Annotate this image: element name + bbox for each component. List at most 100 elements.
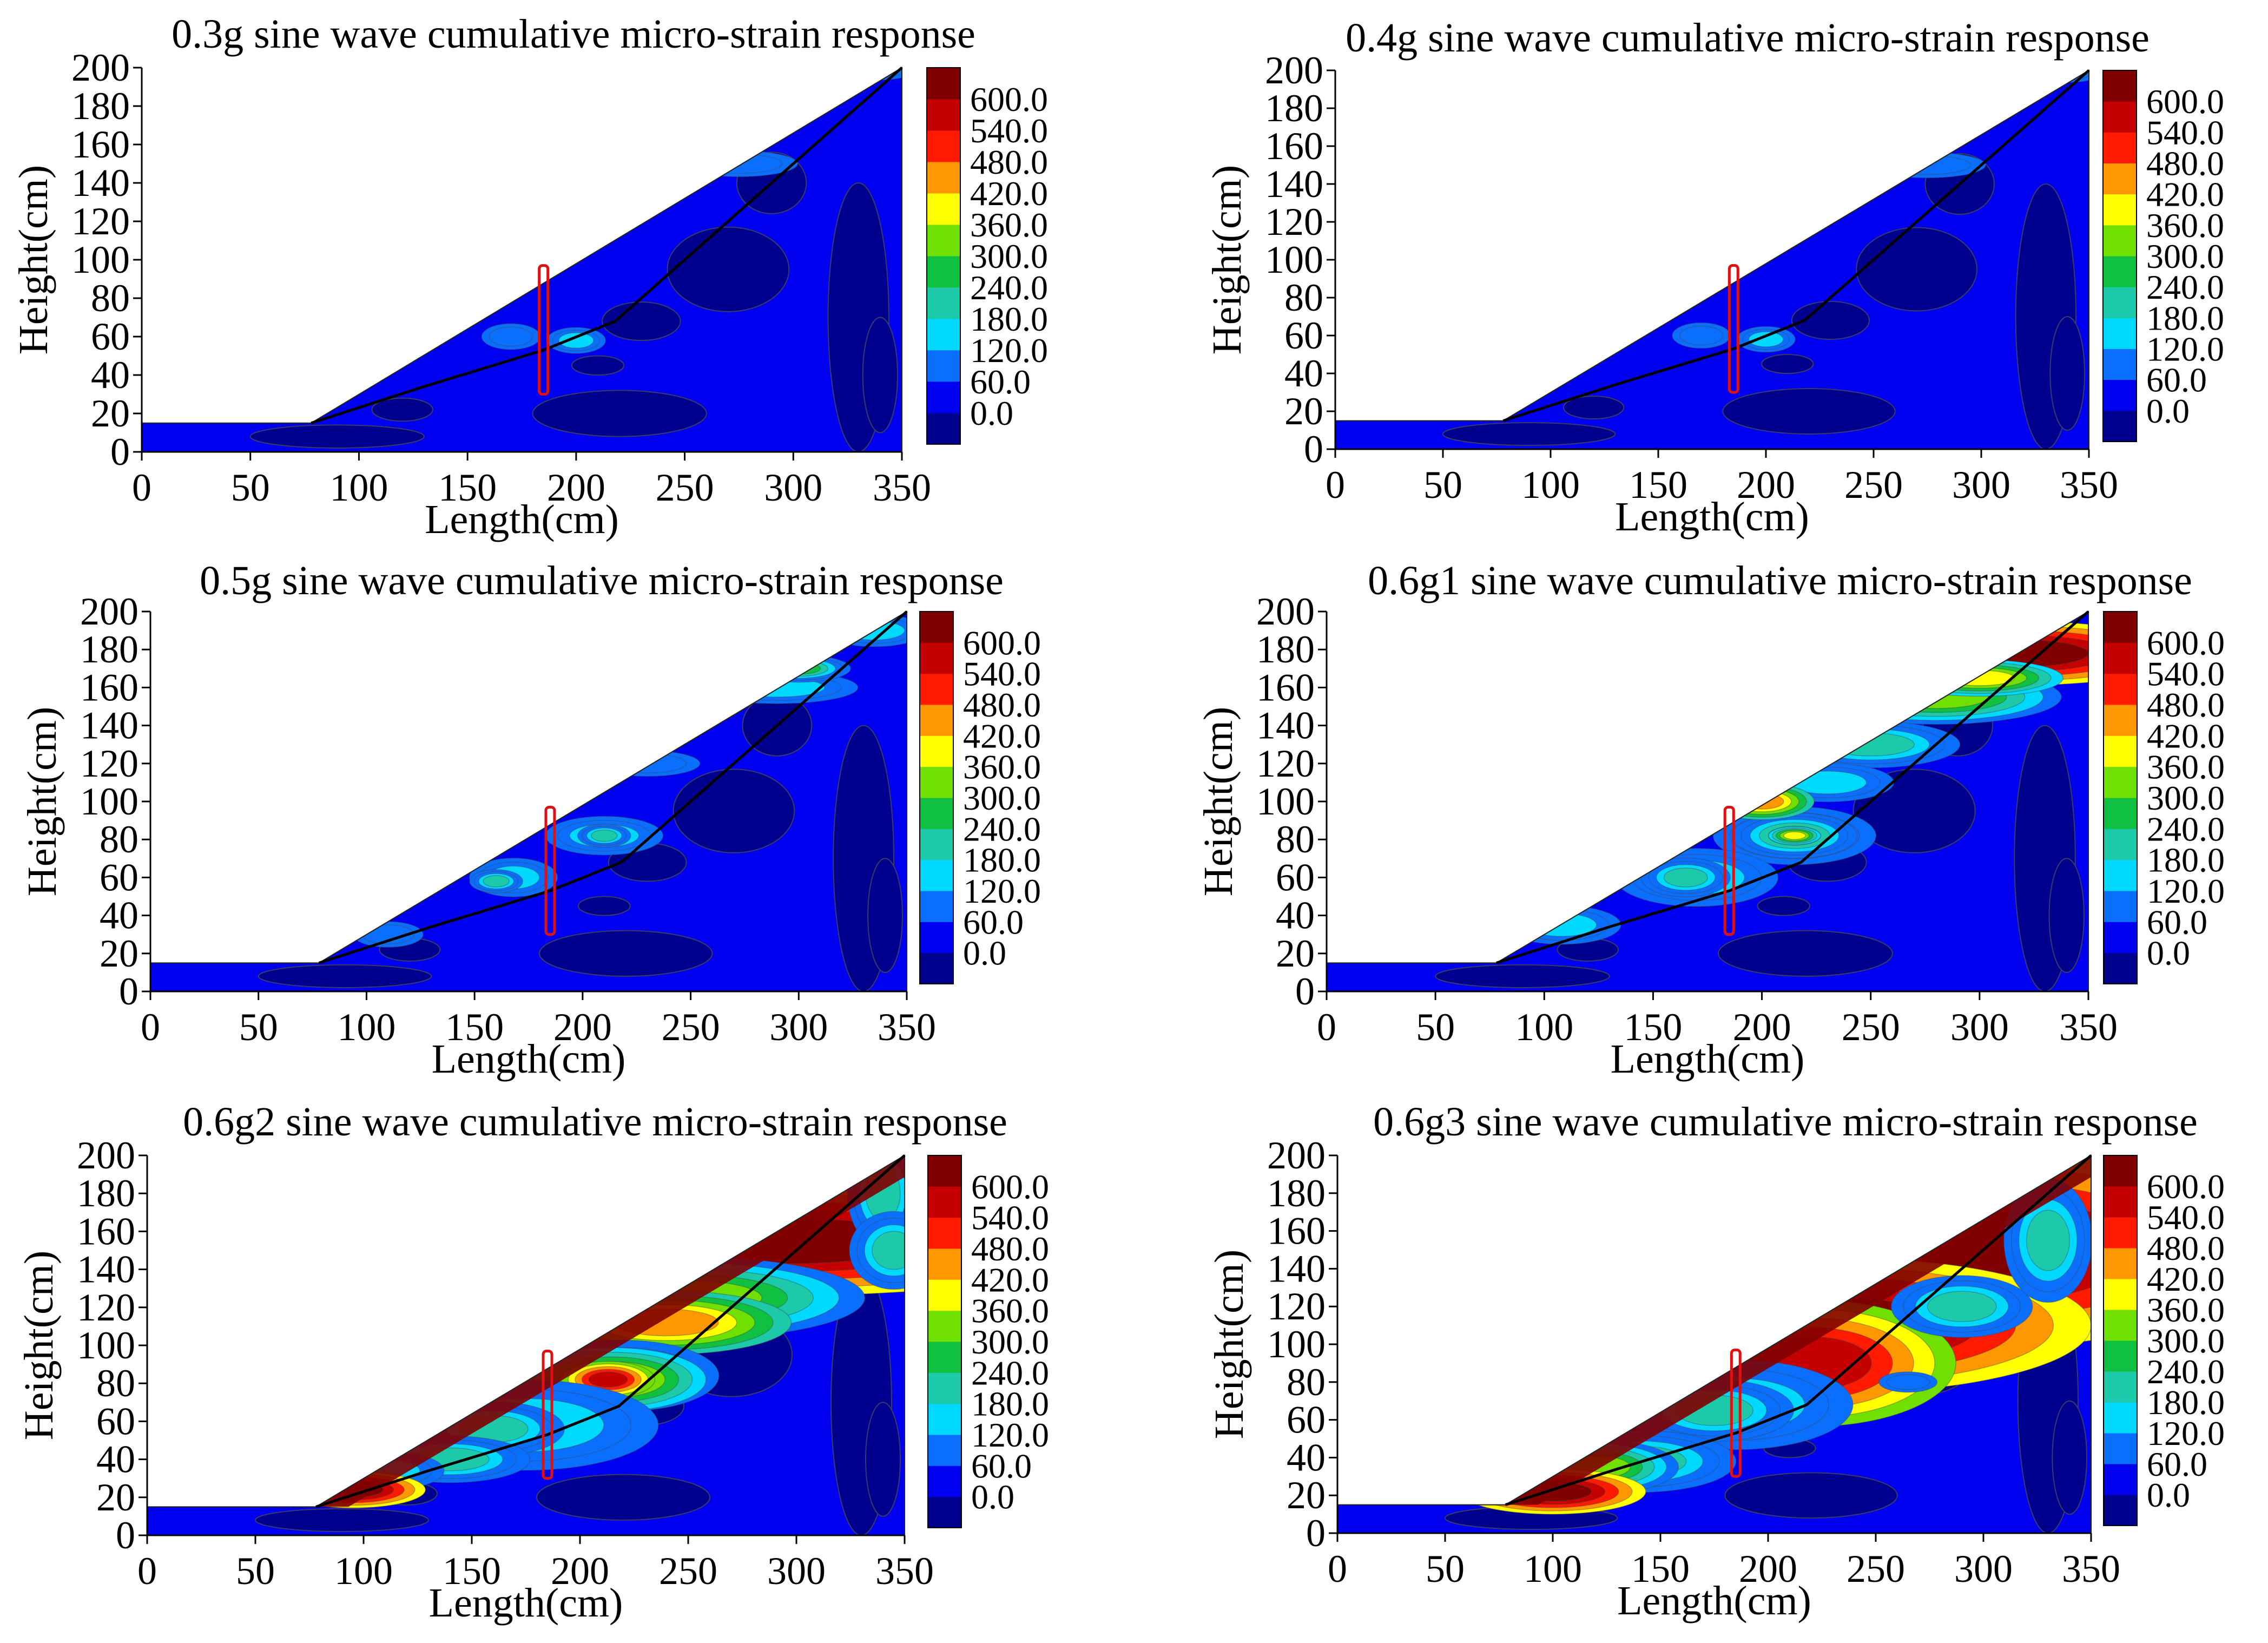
colorbar-swatch [2104,952,2137,984]
x-tick-label: 300 [764,466,822,509]
colorbar-label: 180.0 [963,841,1041,879]
x-tick-label: 150 [443,1549,501,1593]
colorbar-swatch [920,890,953,922]
x-tick-label: 150 [438,466,497,509]
low-strain-zone [673,768,795,853]
y-tick-label: 160 [1265,124,1323,168]
colorbar-label: 540.0 [2146,113,2224,152]
colorbar-label: 420.0 [2147,1260,2225,1298]
colorbar-label: 240.0 [2146,268,2224,306]
colorbar-swatch [928,1496,961,1528]
low-strain-zone [371,397,433,422]
colorbar-frame [2103,611,2138,984]
colorbar-swatch [2104,1340,2137,1372]
y-tick-label: 20 [1284,390,1323,433]
x-axis-label: Length(cm) [429,1580,623,1626]
colorbar-swatch [2103,70,2137,102]
low-strain-zone [249,424,425,449]
colorbar-label: 60.0 [971,1447,1032,1485]
colorbar-label: 120.0 [971,1416,1049,1454]
colorbar-label: 540.0 [970,111,1048,150]
y-tick-label: 120 [1256,742,1315,785]
y-tick-label: 80 [91,277,130,320]
pile-marker-box [538,264,550,396]
colorbar-swatch [2104,1155,2137,1187]
colorbar-label: 0.0 [970,394,1013,432]
colorbar-label: 600.0 [2147,1167,2225,1206]
colorbar-label: 0.0 [2147,934,2190,972]
colorbar-label: 300.0 [963,779,1041,817]
colorbar: 0.060.0120.0180.0240.0300.0360.0420.0480… [927,1155,1049,1528]
y-tick-label: 80 [1287,1361,1326,1404]
x-tick-label: 350 [2059,1005,2118,1049]
colorbar-label: 360.0 [2146,206,2224,245]
x-tick-label: 150 [1631,1547,1690,1591]
colorbar-label: 540.0 [2147,1198,2225,1237]
x-tick-label: 300 [1954,1547,2013,1591]
strain-field [147,1155,905,1535]
colorbar-label: 480.0 [963,686,1041,724]
colorbar-label: 420.0 [963,717,1041,755]
y-tick-label: 120 [1265,200,1323,244]
x-tick-label: 250 [1847,1547,1905,1591]
colorbar-label: 600.0 [963,623,1041,662]
colorbar-label: 420.0 [971,1260,1049,1299]
colorbar-frame [2103,1155,2138,1527]
x-tick-label: 300 [769,1005,828,1049]
colorbar-swatch [2103,410,2137,442]
colorbar-label: 60.0 [2147,1445,2207,1483]
y-tick-label: 80 [96,1362,135,1405]
colorbar-swatch [927,68,960,100]
y-tick-label: 120 [1267,1285,1326,1328]
colorbar-label: 180.0 [2147,1383,2225,1422]
colorbar-swatch [2103,194,2137,226]
x-axis-label: Length(cm) [1617,1578,1811,1624]
pile-marker-box [1730,1348,1742,1478]
panel-1: 0 50 100 150 200 250 300 3500204060801001201401… [11,11,1048,542]
strain-contour [695,154,783,174]
y-tick-label: 100 [71,238,130,281]
colorbar-swatch [2104,797,2137,829]
low-strain-zone [536,1474,710,1521]
pile-marker-box [1728,264,1739,394]
low-strain-zone [1856,227,1978,312]
colorbar-swatch [927,161,960,194]
colorbar-frame [927,1155,962,1528]
x-tick-label: 0 [141,1005,160,1049]
y-tick-label: 20 [96,1476,135,1519]
strain-contour [1886,1374,1930,1390]
x-tick-label: 50 [1416,1005,1455,1049]
colorbar-swatch [928,1465,961,1497]
strain-contour [558,332,594,349]
x-tick-label: 250 [662,1005,720,1049]
x-tick-label: 0 [1326,463,1345,507]
y-tick-label: 0 [1295,970,1315,1013]
y-tick-label: 40 [1287,1436,1326,1479]
chart-title: 0.3g sine wave cumulative micro-strain r… [172,11,975,57]
panel-6: 0 50 100 150 200 250 300 3500204060801001201401… [1206,1099,2225,1624]
colorbar: 0.060.0120.0180.0240.0300.0360.0420.0480… [2103,1155,2225,1527]
strain-contour [872,1231,905,1270]
strain-contour [1827,732,1915,757]
low-strain-zone [602,301,681,341]
panel-4: 0 50 100 150 200 250 300 3500204060801001201401… [1196,558,2225,1082]
colorbar-swatch [927,98,960,131]
strain-field [1335,70,2089,449]
x-tick-label: 150 [1629,463,1687,507]
strain-contour [1944,670,2015,686]
colorbar-label: 300.0 [971,1323,1049,1361]
low-strain-zone [667,226,790,312]
colorbar-label: 360.0 [970,206,1048,244]
colorbar-swatch [920,704,953,736]
x-tick-label: 50 [1423,463,1462,507]
y-tick-label: 0 [1306,1511,1326,1555]
x-tick-label: 0 [1317,1005,1336,1049]
colorbar-swatch [2104,922,2137,954]
y-tick-label: 0 [116,1514,135,1557]
y-tick-label: 160 [1256,666,1315,709]
low-strain-zone [867,858,904,973]
slip-surface-line [1502,69,2090,422]
y-tick-label: 40 [96,1438,135,1481]
chart-title: 0.5g sine wave cumulative micro-strain r… [200,558,1004,603]
strain-contour [1748,331,1784,347]
